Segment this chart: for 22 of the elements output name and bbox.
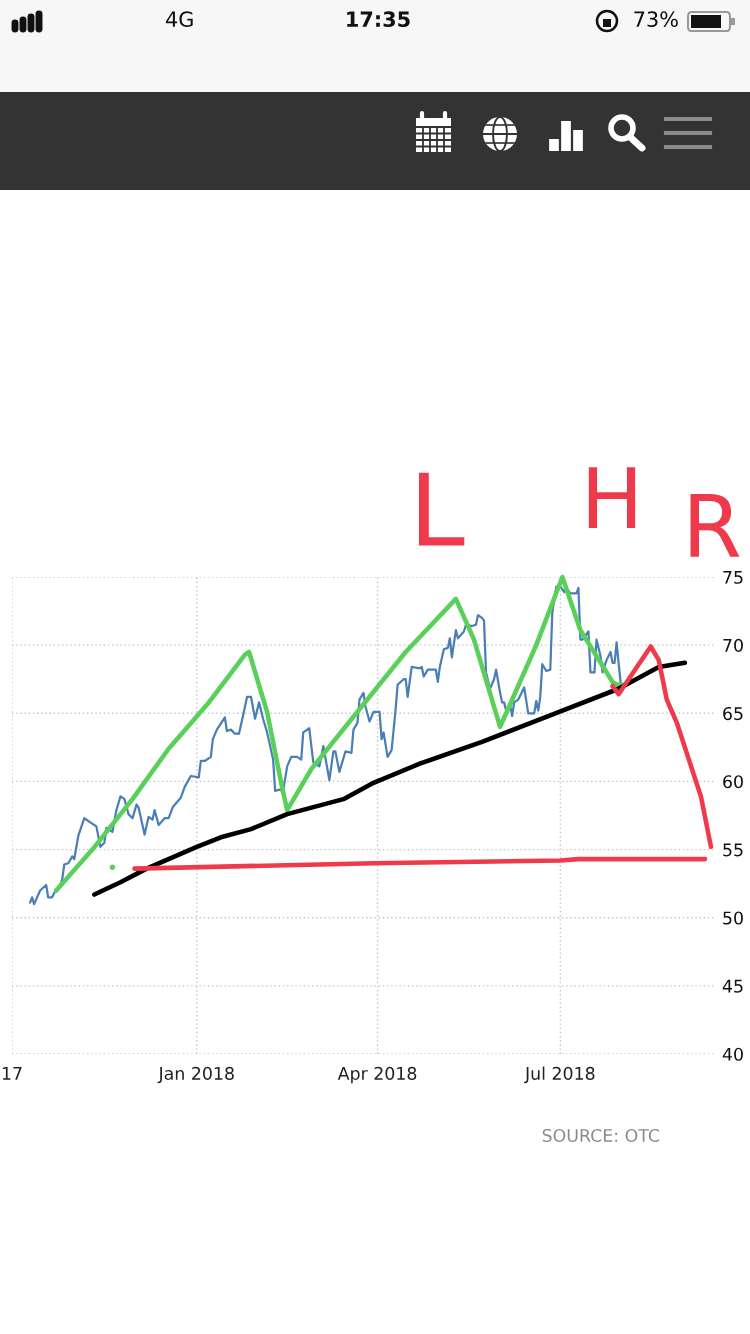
y-tick-label: 45 — [722, 979, 743, 993]
y-tick-label: 50 — [723, 911, 743, 925]
y-tick-label: 40 — [722, 1047, 743, 1061]
line-series — [92, 660, 688, 897]
x-tick-label: Jul 2018 — [524, 1066, 595, 1084]
x-tick-label: Jan 2018 — [157, 1066, 234, 1084]
y-tick-label: 55 — [723, 843, 743, 857]
y-tick-label: 60 — [723, 775, 743, 789]
line-series — [610, 644, 714, 850]
text: L — [418, 472, 465, 546]
text: R — [690, 493, 740, 557]
x-tick-label: Apr 2018 — [337, 1066, 417, 1084]
y-tick-label: 70 — [723, 638, 743, 652]
y-tick-label: 75 — [723, 570, 743, 584]
y-tick-label: 65 — [723, 707, 743, 721]
source-note: SOURCE: OTC — [542, 1128, 660, 1143]
text: H — [588, 467, 636, 528]
line-series — [132, 856, 708, 871]
text: 73% — [634, 11, 678, 28]
text: 17:35 — [347, 11, 410, 28]
x-tick-label: 17 — [2, 1067, 22, 1080]
text: 4G — [166, 11, 193, 28]
